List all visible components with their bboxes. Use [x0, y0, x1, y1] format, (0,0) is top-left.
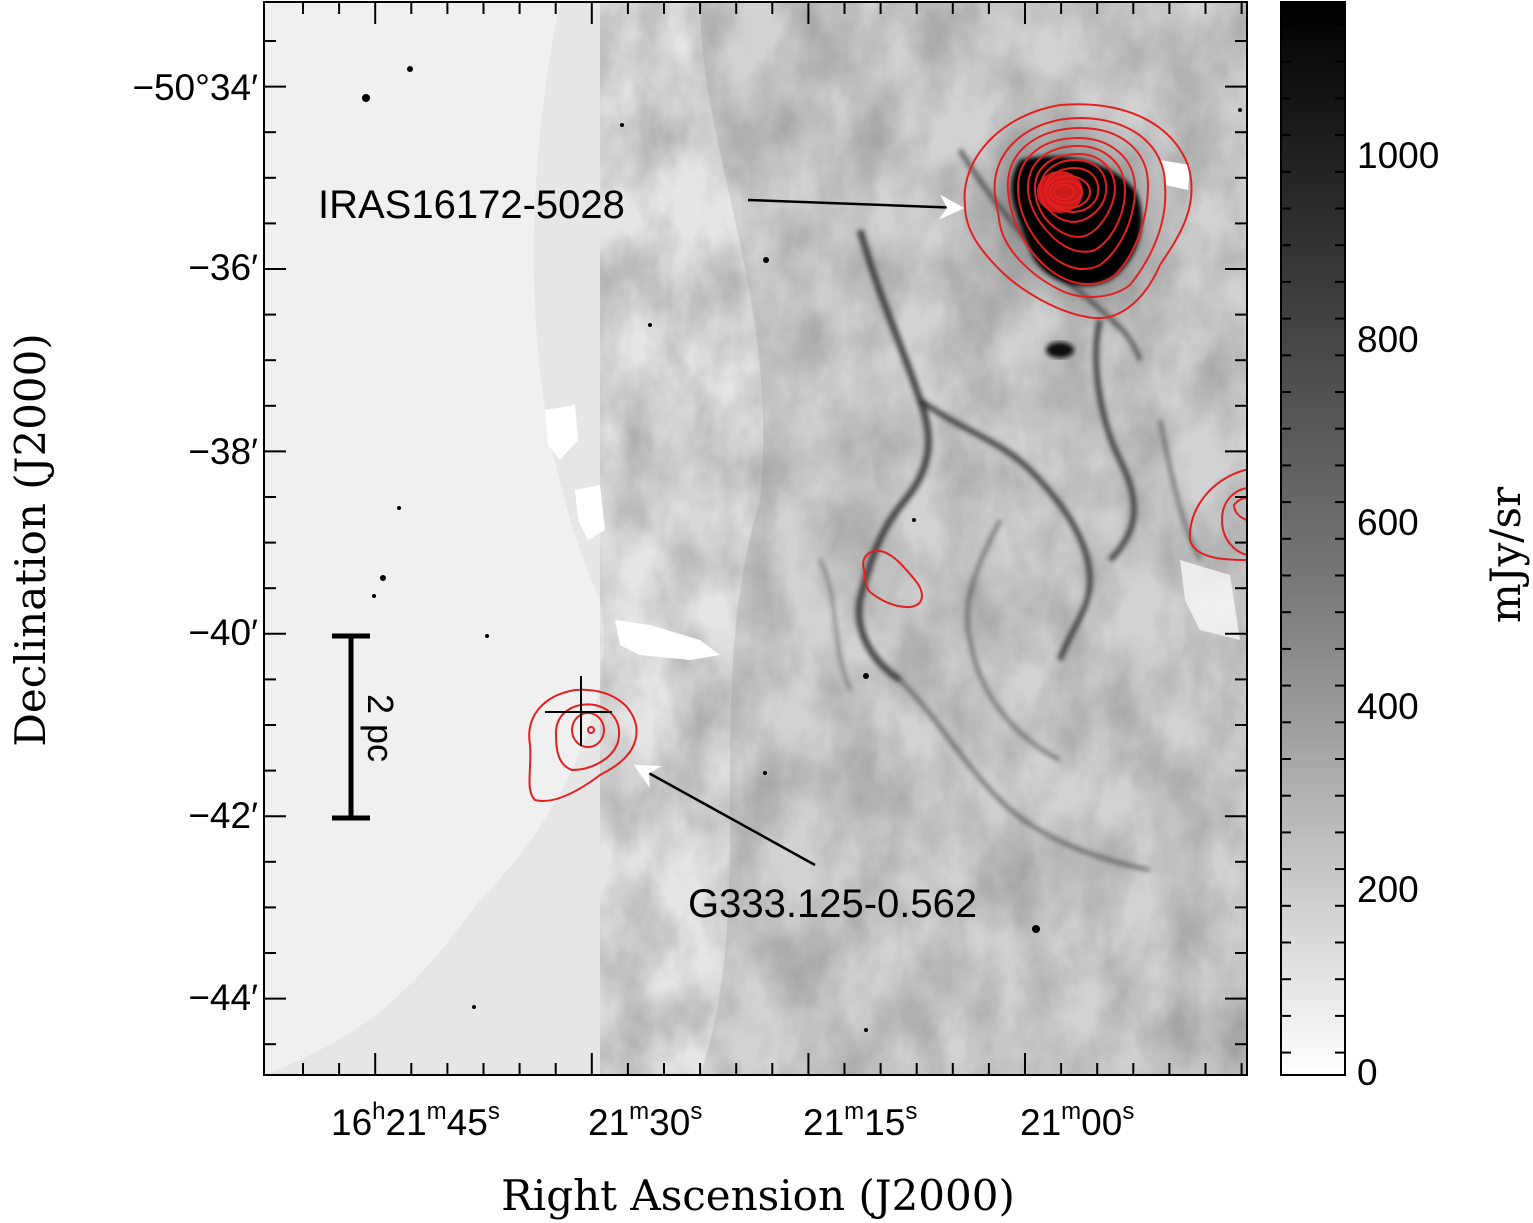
contour-mid-source	[862, 550, 923, 609]
ra-tick-labels: 16h21m45s 21m30s 21m15s 21m00s	[331, 1098, 1134, 1143]
colorbar-tick-label: 800	[1357, 319, 1419, 360]
dec-tick-label: −42′	[188, 795, 258, 836]
colorbar-tick-labels: 1000 800 600 400 200 0	[1357, 135, 1439, 1093]
iras-arrow	[747, 194, 965, 220]
colorbar: 1000 800 600 400 200 0 mJy/sr	[1280, 1, 1530, 1093]
x-axis-title: Right Ascension (J2000)	[501, 1171, 1015, 1220]
g333-crosshair	[545, 676, 612, 746]
plot-frame	[263, 1, 1248, 1076]
g333-arrow	[633, 764, 816, 867]
colorbar-unit-label: mJy/sr	[1481, 486, 1530, 623]
colorbar-tick-label: 400	[1357, 686, 1419, 727]
y-axis-title: Declination (J2000)	[6, 333, 55, 747]
scale-bar-label: 2 pc	[360, 694, 401, 762]
dec-tick-label: −38′	[188, 431, 258, 472]
dec-tick-label: −50°34′	[132, 67, 258, 108]
colorbar-gradient	[1280, 1, 1346, 1076]
ra-tick-label: 16h21m45s	[331, 1098, 500, 1143]
white-patches	[545, 160, 1240, 660]
dec-tick-labels: −50°34′ −36′ −38′ −40′ −42′ −44′	[132, 67, 258, 1018]
scale-bar: 2 pc	[332, 633, 401, 821]
dec-tick-label: −44′	[188, 977, 258, 1018]
colorbar-tick-label: 600	[1357, 502, 1419, 543]
ra-tick-label: 21m00s	[1020, 1098, 1134, 1143]
contour-iras-source	[963, 103, 1193, 320]
g333-label: G333.125-0.562	[688, 882, 977, 926]
annotation-g333: G333.125-0.562	[633, 764, 977, 926]
colorbar-tick-label: 0	[1357, 1052, 1378, 1093]
dec-tick-label: −36′	[188, 247, 258, 288]
ra-tick-label: 21m15s	[803, 1098, 917, 1143]
contour-right-edge-source	[1188, 469, 1247, 561]
dec-tick-label: −40′	[188, 612, 258, 653]
ra-tick-label: 21m30s	[588, 1098, 702, 1143]
contours	[528, 103, 1247, 802]
stars	[362, 66, 1242, 1032]
annotation-iras: IRAS16172-5028	[318, 183, 965, 227]
iras-label: IRAS16172-5028	[318, 183, 625, 227]
colorbar-tick-label: 1000	[1357, 135, 1439, 176]
colorbar-tick-label: 200	[1357, 869, 1419, 910]
